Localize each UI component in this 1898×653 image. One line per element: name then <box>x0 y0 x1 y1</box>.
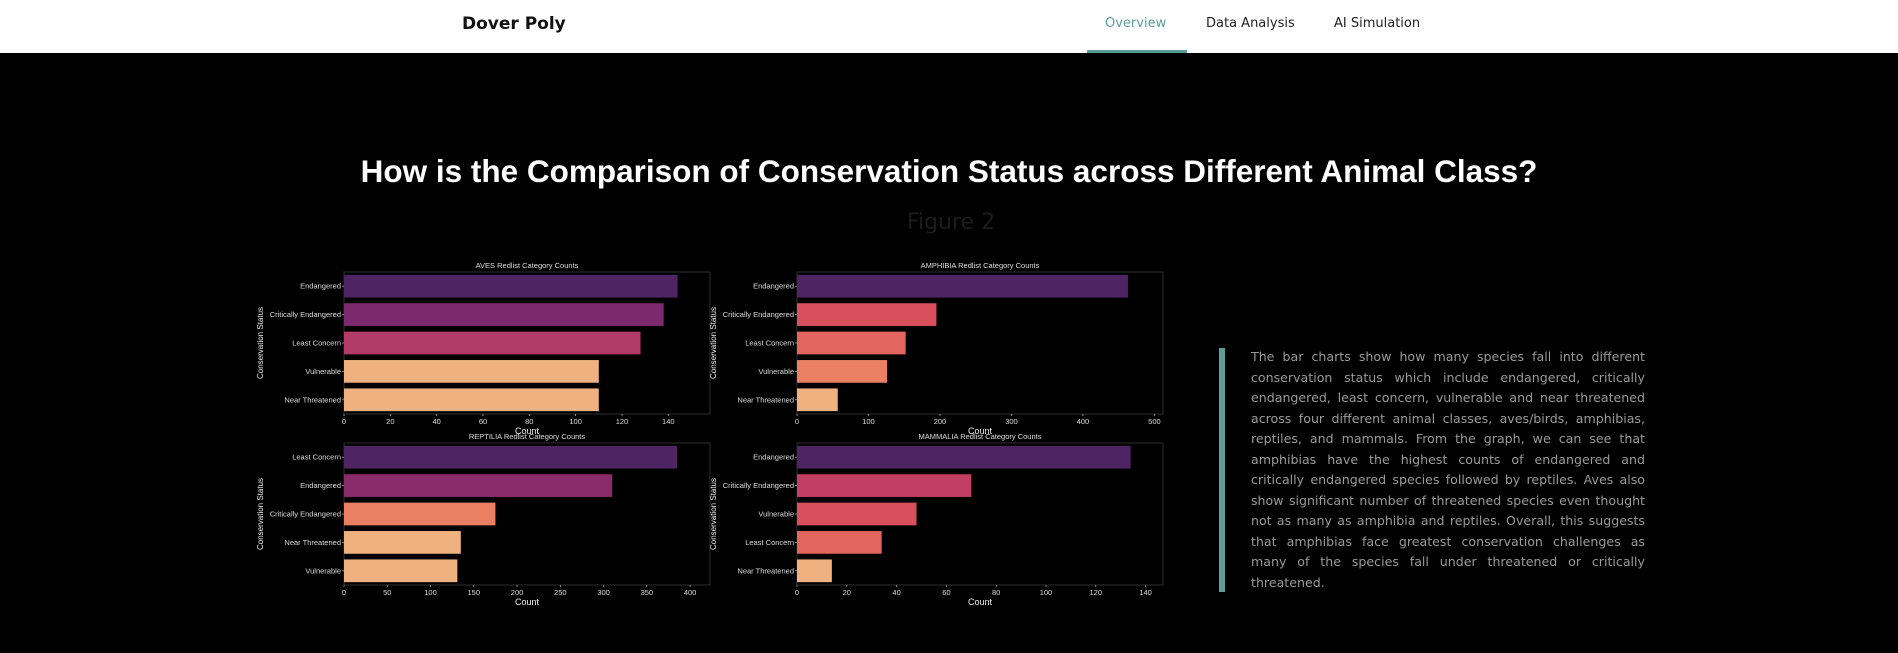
category-label: Least Concern <box>292 453 341 462</box>
navbar: Dover Poly Overview Data Analysis AI Sim… <box>0 0 1898 53</box>
bar-reptilia-1 <box>344 474 613 497</box>
nav-link-data-analysis[interactable]: Data Analysis <box>1206 16 1295 31</box>
figure-description: The bar charts show how many species fal… <box>1251 349 1645 590</box>
y-axis-label: Conservation Status <box>256 307 265 379</box>
x-tick-label: 0 <box>795 417 799 426</box>
x-tick-label: 50 <box>383 588 391 597</box>
x-tick-label: 0 <box>342 588 346 597</box>
x-tick-label: 400 <box>1077 417 1090 426</box>
bar-reptilia-0 <box>344 445 678 469</box>
category-label: Near Threatened <box>284 395 341 404</box>
chart-title: REPTILIA Redlist Category Counts <box>469 432 586 441</box>
x-tick-label: 200 <box>934 417 947 426</box>
chart-mammalia: MAMMALIA Redlist Category Counts Endanger… <box>709 432 1164 607</box>
category-label: Vulnerable <box>305 367 341 376</box>
category-label: Endangered <box>753 282 794 291</box>
category-label: Near Threatened <box>737 395 794 404</box>
nav-link-overview[interactable]: Overview <box>1105 16 1167 31</box>
figure-label: Figure 2 <box>906 210 996 235</box>
category-label: Critically Endangered <box>723 481 794 490</box>
brand-logo[interactable]: Dover Poly <box>462 14 566 34</box>
bar-mammalia-2 <box>797 502 917 526</box>
x-tick-label: 200 <box>511 588 524 597</box>
x-tick-label: 60 <box>942 588 950 597</box>
bar-aves-1 <box>344 303 664 326</box>
x-tick-label: 400 <box>684 588 697 597</box>
chart-title: AMPHIBIA Redlist Category Counts <box>921 261 1040 270</box>
category-label: Least Concern <box>745 538 794 547</box>
x-tick-label: 100 <box>862 417 875 426</box>
bar-aves-0 <box>344 274 678 298</box>
category-label: Endangered <box>753 453 794 462</box>
x-tick-label: 20 <box>386 417 394 426</box>
chart-title: AVES Redlist Category Counts <box>476 261 579 270</box>
bar-aves-2 <box>344 331 641 355</box>
charts-grid: AVES Redlist Category Counts Endangered Cr… <box>256 261 1164 607</box>
chart-aves: AVES Redlist Category Counts Endangered Cr… <box>256 261 711 436</box>
x-tick-label: 0 <box>795 588 799 597</box>
y-axis-label: Conservation Status <box>709 307 718 379</box>
chart-title: MAMMALIA Redlist Category Counts <box>919 432 1042 441</box>
x-tick-label: 120 <box>616 417 629 426</box>
page-heading: How is the Comparison of Conservation St… <box>360 153 1538 189</box>
category-label: Vulnerable <box>758 367 794 376</box>
x-tick-label: 40 <box>432 417 440 426</box>
bar-amphibia-1 <box>797 303 937 326</box>
x-tick-label: 0 <box>342 417 346 426</box>
bar-mammalia-4 <box>797 559 832 583</box>
x-tick-label: 40 <box>892 588 900 597</box>
category-label: Critically Endangered <box>723 310 794 319</box>
x-tick-label: 100 <box>1040 588 1053 597</box>
x-tick-label: 150 <box>468 588 481 597</box>
chart-amphibia: AMPHIBIA Redlist Category Counts Endanger… <box>709 261 1164 436</box>
category-label: Endangered <box>300 481 341 490</box>
category-label: Critically Endangered <box>270 310 341 319</box>
x-tick-label: 140 <box>662 417 675 426</box>
nav-link-ai-simulation[interactable]: AI Simulation <box>1334 16 1421 31</box>
x-axis-label: Count <box>968 426 993 436</box>
x-tick-label: 500 <box>1148 417 1161 426</box>
chart-reptilia: REPTILIA Redlist Category Counts Least Co… <box>256 432 711 607</box>
category-label: Least Concern <box>745 339 794 348</box>
x-tick-label: 100 <box>424 588 437 597</box>
bar-amphibia-2 <box>797 331 906 355</box>
active-tab-indicator <box>1087 50 1187 53</box>
bar-mammalia-0 <box>797 445 1131 469</box>
x-axis-label: Count <box>515 426 540 436</box>
y-axis-label: Conservation Status <box>256 478 265 550</box>
bar-amphibia-3 <box>797 360 888 383</box>
bar-mammalia-3 <box>797 531 882 554</box>
x-tick-label: 350 <box>641 588 654 597</box>
bar-amphibia-4 <box>797 388 838 412</box>
x-tick-label: 120 <box>1090 588 1103 597</box>
x-axis-label: Count <box>515 597 540 607</box>
category-label: Endangered <box>300 282 341 291</box>
x-tick-label: 140 <box>1139 588 1152 597</box>
bar-mammalia-1 <box>797 474 972 497</box>
x-tick-label: 80 <box>525 417 533 426</box>
bar-reptilia-3 <box>344 531 461 554</box>
x-tick-label: 60 <box>479 417 487 426</box>
x-tick-label: 250 <box>554 588 567 597</box>
category-label: Critically Endangered <box>270 510 341 519</box>
x-tick-label: 20 <box>843 588 851 597</box>
category-label: Near Threatened <box>284 538 341 547</box>
category-label: Least Concern <box>292 339 341 348</box>
category-label: Near Threatened <box>737 566 794 575</box>
x-tick-label: 300 <box>1005 417 1018 426</box>
x-tick-label: 100 <box>569 417 582 426</box>
y-axis-label: Conservation Status <box>709 478 718 550</box>
x-axis-label: Count <box>968 597 993 607</box>
bar-aves-3 <box>344 360 599 383</box>
bar-reptilia-4 <box>344 559 458 583</box>
bar-amphibia-0 <box>797 274 1128 298</box>
x-tick-label: 80 <box>992 588 1000 597</box>
quote-accent-bar <box>1219 348 1225 592</box>
bar-aves-4 <box>344 388 599 412</box>
category-label: Vulnerable <box>758 510 794 519</box>
category-label: Vulnerable <box>305 566 341 575</box>
bar-reptilia-2 <box>344 502 496 526</box>
x-tick-label: 300 <box>597 588 610 597</box>
